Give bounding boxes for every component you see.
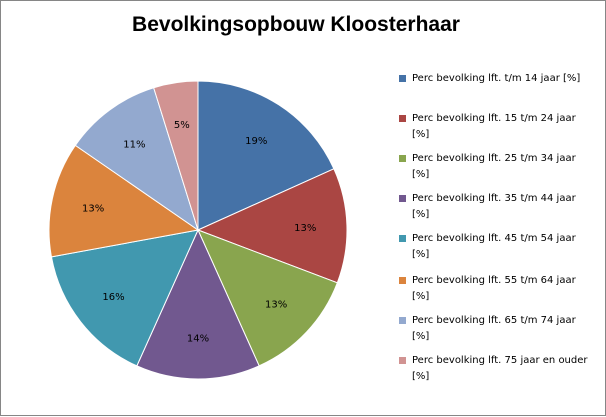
pie-slice-4 [136, 228, 260, 380]
pie-slice-7 [74, 87, 199, 232]
legend-label: Perc bevolking lft. 65 t/m 74 jaar [%] [412, 315, 576, 342]
data-label-3: 13% [265, 300, 287, 311]
data-label-2: 13% [294, 223, 316, 234]
pie-slice-2 [196, 168, 348, 284]
data-label-7: 11% [123, 140, 145, 151]
legend-label: Perc bevolking lft. t/m 14 jaar [%] [412, 73, 581, 84]
pie-slice-3 [197, 229, 338, 367]
legend-swatch [399, 317, 406, 324]
legend-swatch [399, 75, 406, 82]
legend-item-5: Perc bevolking lft. 45 t/m 54 jaar [%] [399, 231, 595, 263]
legend-label: Perc bevolking lft. 35 t/m 44 jaar [%] [412, 193, 576, 220]
data-label-8: 5% [174, 120, 190, 131]
data-label-1: 19% [245, 136, 267, 147]
pie-slice-6 [48, 144, 200, 258]
legend-swatch [399, 235, 406, 242]
data-label-6: 13% [82, 203, 104, 214]
legend-label: Perc bevolking lft. 25 t/m 34 jaar [%] [412, 153, 576, 180]
pie-slice-5 [50, 229, 199, 367]
legend-item-6: Perc bevolking lft. 55 t/m 64 jaar [%] [399, 273, 595, 305]
pie-slice-1 [197, 80, 335, 231]
legend-swatch [399, 155, 406, 162]
legend-item-8: Perc bevolking lft. 75 jaar en ouder [%] [399, 353, 595, 385]
data-label-4: 14% [187, 333, 209, 344]
legend-swatch [399, 195, 406, 202]
legend-label: Perc bevolking lft. 55 t/m 64 jaar [%] [412, 275, 576, 302]
data-label-5: 16% [102, 292, 124, 303]
legend-label: Perc bevolking lft. 75 jaar en ouder [%] [412, 355, 588, 382]
legend-item-4: Perc bevolking lft. 35 t/m 44 jaar [%] [399, 191, 595, 223]
pie-slice-8 [153, 80, 199, 231]
legend-swatch [399, 277, 406, 284]
chart-title: Bevolkingsopbouw Kloosterhaar [132, 13, 460, 36]
legend-label: Perc bevolking lft. 15 t/m 24 jaar [%] [412, 113, 576, 140]
legend-item-1: Perc bevolking lft. t/m 14 jaar [%] [399, 71, 595, 87]
legend-item-2: Perc bevolking lft. 15 t/m 24 jaar [%] [399, 111, 595, 143]
legend-swatch [399, 357, 406, 364]
legend-label: Perc bevolking lft. 45 t/m 54 jaar [%] [412, 233, 576, 260]
legend-item-3: Perc bevolking lft. 25 t/m 34 jaar [%] [399, 151, 595, 183]
legend-item-7: Perc bevolking lft. 65 t/m 74 jaar [%] [399, 313, 595, 345]
legend-swatch [399, 115, 406, 122]
